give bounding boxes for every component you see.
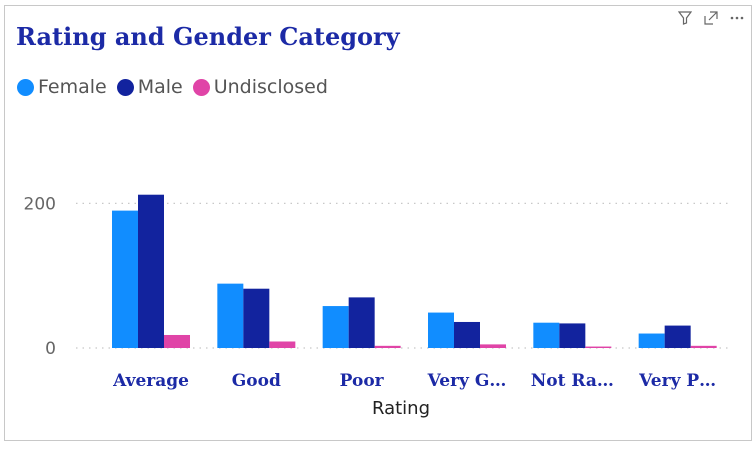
bar-undisclosed-2 (374, 345, 401, 348)
bar-female-2 (322, 306, 349, 348)
more-options-icon[interactable] (729, 10, 745, 26)
legend-label: Male (137, 76, 183, 98)
bar-female-3 (428, 312, 454, 348)
legend-label: Female (38, 76, 107, 98)
x-tick-label: Poor (340, 371, 385, 391)
legend-item-male[interactable]: Male (116, 76, 183, 98)
legend-swatch (17, 78, 34, 96)
legend-swatch (116, 78, 134, 96)
x-tick-label: Very P… (638, 371, 716, 391)
bar-female-4 (533, 322, 560, 348)
bar-male-5 (664, 325, 691, 348)
bar-male-4 (559, 323, 586, 348)
bar-undisclosed-0 (164, 334, 190, 348)
legend-item-undisclosed[interactable]: Undisclosed (192, 76, 328, 98)
bar-male-2 (348, 297, 375, 348)
bar-undisclosed-1 (269, 341, 296, 348)
bar-male-0 (138, 194, 164, 348)
x-axis-label: Rating (372, 398, 430, 419)
filter-icon[interactable] (677, 10, 693, 26)
bar-male-3 (454, 321, 480, 348)
chart-title: Rating and Gender Category (16, 22, 400, 51)
x-tick-label: Good (232, 371, 281, 391)
bar-undisclosed-4 (585, 346, 612, 348)
bar-female-5 (638, 333, 665, 348)
chart-legend[interactable]: Female Male Undisclosed (17, 76, 338, 98)
visual-header (677, 10, 745, 26)
bar-male-1 (243, 288, 270, 348)
legend-swatch (192, 78, 210, 96)
bar-undisclosed-3 (480, 344, 506, 348)
expand-icon[interactable] (703, 10, 719, 26)
legend-label: Undisclosed (213, 76, 328, 98)
y-tick-label: 200 (24, 194, 56, 214)
y-tick-label: 0 (45, 339, 56, 359)
bar-undisclosed-5 (690, 345, 717, 348)
legend-item-female[interactable]: Female (17, 76, 107, 98)
x-tick-label: Not Ra… (531, 371, 614, 391)
x-tick-label: Average (112, 371, 189, 391)
bar-female-1 (217, 283, 244, 348)
x-tick-label: Very G… (427, 371, 507, 391)
bar-female-0 (112, 210, 138, 348)
